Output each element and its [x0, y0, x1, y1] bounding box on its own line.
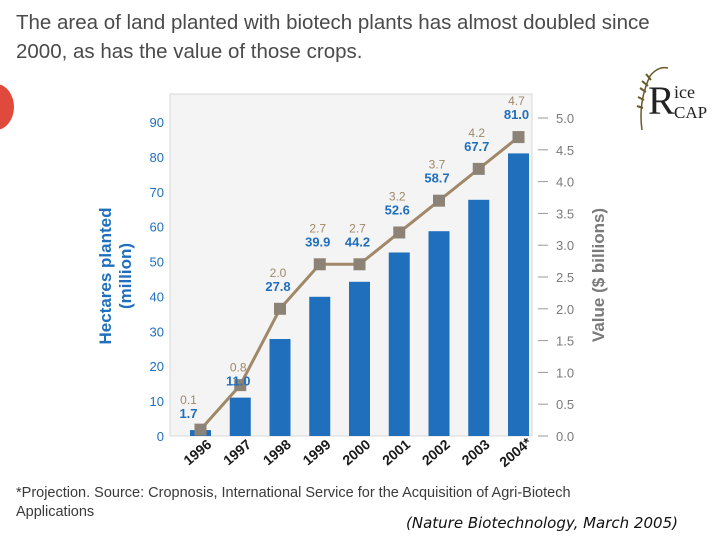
bar-value-label: 52.6 [385, 202, 410, 217]
logo-big-letter: R [648, 78, 675, 123]
line-value-label: 2.7 [349, 221, 366, 235]
red-corner-mark [0, 84, 14, 130]
x-tick-label: 2001 [379, 436, 413, 468]
left-axis-title-line-2: (million) [116, 243, 135, 309]
left-tick-label: 10 [150, 394, 164, 409]
bars [190, 153, 529, 436]
value-line [194, 131, 525, 436]
bar [269, 339, 291, 436]
bar-value-label: 81.0 [504, 107, 529, 122]
right-tick-label: 0.0 [556, 429, 574, 444]
left-tick-label: 60 [150, 220, 164, 235]
x-tick-label: 2003 [458, 436, 492, 468]
x-tick-label: 2002 [419, 436, 453, 468]
left-tick-label: 80 [150, 150, 164, 165]
x-tick-label: 1999 [299, 436, 333, 468]
headline: The area of land planted with biotech pl… [16, 8, 706, 66]
bar [388, 252, 410, 436]
bar-value-label: 58.7 [424, 171, 449, 186]
line-marker [393, 226, 406, 239]
left-tick-label: 20 [150, 359, 164, 374]
line-marker [234, 379, 247, 392]
left-tick-label: 70 [150, 185, 164, 200]
x-tick-label: 1997 [220, 436, 254, 468]
bar [508, 153, 529, 436]
citation: (Nature Biotechnology, March 2005) [406, 514, 678, 532]
x-tick-label: 1996 [180, 436, 214, 468]
right-tick-label: 2.5 [556, 270, 574, 285]
left-tick-label: 0 [157, 429, 164, 444]
bar-value-label: 27.8 [265, 279, 290, 294]
x-axis-labels: 1996 1997 1998 1999 2000 2001 2002 2003 2004* [180, 434, 535, 470]
bar-value-label: 67.7 [464, 139, 489, 154]
line-marker [512, 131, 525, 144]
ricecap-logo: R ice CAP [636, 66, 707, 131]
footnote-line-1: *Projection. Source: Cropnosis, Internat… [16, 485, 571, 501]
left-tick-label: 40 [150, 289, 164, 304]
right-axis-title: Value ($ billions) [589, 208, 608, 342]
right-tick-label: 0.5 [556, 397, 574, 412]
line-value-label: 0.1 [180, 393, 197, 407]
x-tick-label: 2004* [496, 434, 535, 470]
right-tick-label: 1.5 [556, 334, 574, 349]
left-axis-ticks: 0 10 20 30 40 50 60 70 80 90 [150, 115, 164, 444]
line-value-label: 3.7 [429, 158, 446, 172]
line-value-label: 2.0 [270, 266, 287, 280]
line-marker [353, 258, 366, 271]
line-value-label: 4.2 [468, 126, 485, 140]
bar [309, 296, 331, 436]
bar-value-label: 39.9 [305, 234, 330, 249]
bar [349, 281, 370, 436]
line-marker [433, 194, 445, 207]
line-marker [274, 302, 286, 315]
headline-line-1: The area of land planted with biotech pl… [16, 11, 650, 34]
bar-value-label: 11.0 [226, 374, 251, 389]
right-tick-label: 2.0 [556, 302, 574, 317]
bar [468, 199, 490, 436]
logo-top-text: ice [674, 82, 695, 102]
line-marker [194, 423, 207, 436]
line-marker [472, 162, 485, 175]
line-value-labels: 0.1 0.8 2.0 2.7 2.7 3.2 3.7 4.2 4.7 [180, 94, 525, 407]
left-axis-title-line-1: Hectares planted [96, 208, 115, 345]
right-tick-label: 4.5 [556, 143, 574, 158]
bar [229, 397, 251, 436]
right-tick-label: 3.5 [556, 206, 574, 221]
logo-bottom-text: CAP [674, 103, 707, 122]
x-tick-label: 2000 [339, 436, 373, 468]
right-tick-label: 1.0 [556, 365, 574, 380]
left-tick-label: 90 [150, 115, 164, 130]
line-marker [313, 258, 326, 271]
footnote-line-2: Applications [16, 504, 95, 520]
bar-value-label: 1.7 [179, 406, 197, 421]
bar-value-label: 44.2 [345, 234, 370, 249]
headline-line-2: 2000, as has the value of those crops. [16, 40, 363, 63]
x-tick-label: 1998 [260, 436, 294, 468]
left-tick-label: 30 [150, 324, 164, 339]
line-value-label: 4.7 [508, 94, 525, 108]
line-value-label: 3.2 [389, 189, 406, 203]
line-value-label: 2.7 [309, 221, 326, 235]
right-tick-label: 4.0 [556, 175, 574, 190]
bar-value-labels: 1.7 11.0 27.8 39.9 44.2 52.6 58.7 67.7 81.0 [179, 107, 529, 421]
bar [428, 231, 450, 436]
right-axis-ticks: 0.0 0.5 1.0 1.5 2.0 2.5 3.0 3.5 4.0 4.5 5.0 [538, 111, 574, 444]
left-tick-label: 50 [150, 255, 164, 270]
source-footnote: *Projection. Source: Cropnosis, Internat… [16, 484, 571, 522]
rice-stalk-icon [640, 66, 669, 131]
line-value-label: 0.8 [230, 361, 247, 375]
right-tick-label: 3.0 [556, 238, 574, 253]
right-tick-label: 5.0 [556, 111, 574, 126]
